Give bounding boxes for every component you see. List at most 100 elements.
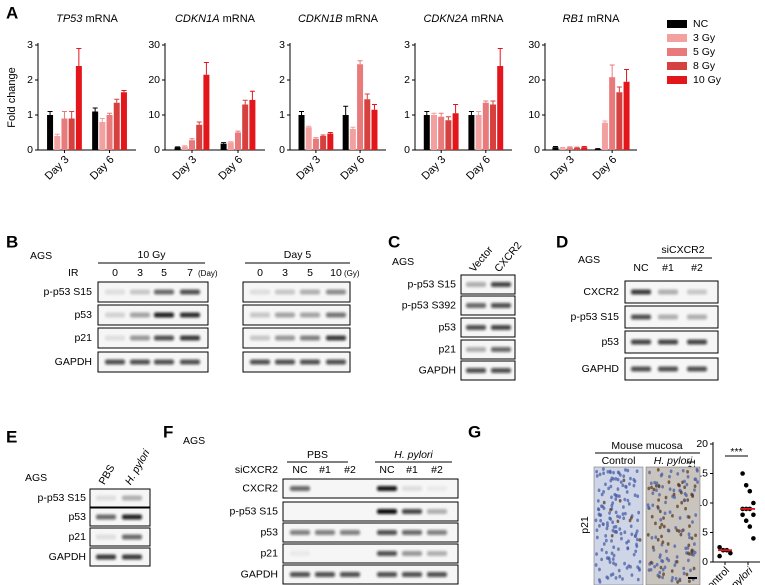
legend-label: 8 Gy bbox=[693, 60, 716, 72]
lane-label: 0 bbox=[257, 267, 263, 279]
nucleus bbox=[630, 573, 634, 577]
chart-title: TP53 mRNA bbox=[56, 13, 118, 25]
nucleus bbox=[628, 482, 631, 486]
nucleus bbox=[622, 505, 625, 509]
legend-swatch bbox=[667, 62, 687, 70]
blot-frame bbox=[460, 317, 516, 338]
band bbox=[658, 339, 678, 345]
lane-unit: (Gy) bbox=[344, 269, 360, 278]
nucleus bbox=[621, 483, 625, 488]
nucleus bbox=[614, 576, 618, 580]
nucleus bbox=[609, 484, 613, 489]
nucleus bbox=[637, 510, 641, 515]
nucleus bbox=[602, 467, 605, 471]
blot-row-label: p-p53 S15 bbox=[38, 492, 87, 504]
band bbox=[130, 289, 150, 295]
bar bbox=[203, 74, 210, 150]
lane-label: NC bbox=[633, 262, 649, 274]
nucleus bbox=[691, 520, 694, 524]
nucleus bbox=[693, 488, 696, 492]
nucleus bbox=[668, 474, 671, 479]
y-tick-label: 0 bbox=[154, 144, 160, 156]
band bbox=[427, 551, 447, 556]
legend-swatch bbox=[667, 20, 687, 28]
nucleus bbox=[623, 530, 627, 535]
nucleus bbox=[602, 471, 605, 476]
blot-frame bbox=[282, 543, 459, 564]
nucleus bbox=[600, 557, 604, 562]
nucleus bbox=[660, 534, 663, 539]
band bbox=[180, 312, 200, 318]
nucleus bbox=[625, 490, 629, 494]
band bbox=[427, 530, 447, 535]
nucleus bbox=[659, 517, 663, 522]
error-bar bbox=[616, 86, 622, 93]
bar bbox=[468, 115, 475, 150]
nucleus bbox=[673, 563, 677, 567]
band bbox=[300, 359, 320, 365]
band bbox=[180, 289, 200, 295]
nucleus bbox=[614, 529, 618, 534]
histology-image bbox=[593, 466, 644, 585]
blot-frame bbox=[89, 488, 151, 508]
nucleus bbox=[647, 505, 650, 510]
nucleus bbox=[664, 500, 667, 505]
cell-line: AGS bbox=[30, 250, 52, 262]
nucleus bbox=[686, 498, 690, 502]
blot-frame bbox=[282, 478, 459, 499]
panel-label: A bbox=[6, 3, 18, 22]
bar bbox=[616, 92, 623, 150]
nucleus bbox=[688, 579, 691, 584]
lane-label: NC bbox=[379, 464, 395, 476]
nucleus bbox=[664, 549, 668, 554]
stain-label: p21 bbox=[579, 516, 591, 534]
nucleus bbox=[605, 575, 609, 579]
blot-row-label: GAPDH bbox=[419, 364, 456, 376]
nucleus bbox=[634, 531, 638, 536]
error-bar bbox=[228, 141, 234, 143]
panel-label: E bbox=[6, 427, 17, 446]
y-tick-label: 0 bbox=[702, 556, 708, 568]
band bbox=[658, 314, 678, 320]
nucleus bbox=[634, 549, 638, 554]
y-tick-label: 10 bbox=[528, 109, 540, 121]
nucleus bbox=[670, 578, 674, 583]
nucleus bbox=[686, 546, 690, 550]
bar bbox=[99, 122, 106, 150]
bar bbox=[497, 66, 504, 150]
nucleus bbox=[683, 485, 687, 490]
nucleus bbox=[658, 525, 662, 530]
y-tick-label: 20 bbox=[148, 74, 160, 86]
bar bbox=[482, 102, 489, 150]
nucleus bbox=[660, 559, 664, 563]
y-tick-label: 10 bbox=[148, 109, 160, 121]
blot-row-label: GAPDH bbox=[55, 356, 92, 368]
nucleus bbox=[595, 552, 598, 556]
band bbox=[402, 486, 422, 491]
nucleus bbox=[637, 566, 641, 571]
nucleus bbox=[616, 487, 620, 491]
band bbox=[154, 312, 174, 318]
band bbox=[250, 359, 270, 365]
data-point bbox=[740, 512, 745, 518]
error-bar bbox=[468, 111, 474, 115]
panel-label: F bbox=[163, 422, 173, 441]
error-bar bbox=[242, 99, 248, 105]
bar bbox=[181, 146, 188, 150]
cell-line: AGS bbox=[392, 256, 414, 268]
lane-title: siCXCR2 bbox=[235, 464, 278, 476]
panel-label: B bbox=[6, 232, 18, 251]
nucleus bbox=[648, 470, 651, 475]
data-point bbox=[747, 524, 753, 529]
nucleus bbox=[629, 516, 633, 520]
nucleus bbox=[597, 578, 601, 582]
lane-label: #2 bbox=[691, 262, 703, 274]
nucleus bbox=[676, 504, 679, 509]
nucleus bbox=[601, 504, 605, 509]
lane-label: #1 bbox=[319, 464, 331, 476]
nucleus bbox=[636, 518, 640, 523]
nucleus bbox=[617, 494, 621, 499]
nucleus bbox=[612, 561, 615, 565]
band bbox=[491, 368, 511, 373]
nucleus bbox=[647, 568, 651, 572]
